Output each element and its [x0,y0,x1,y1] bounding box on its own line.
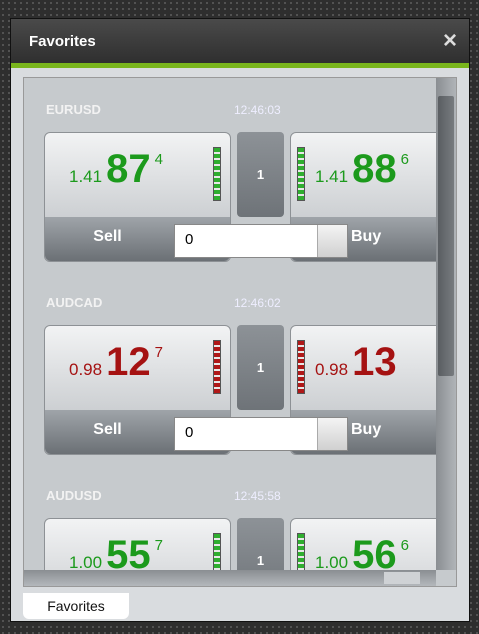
window-title: Favorites [29,33,96,50]
time: 12:45:58 [234,489,281,503]
spread: 1 [237,132,284,217]
price-small: 4 [154,151,163,168]
time: 12:46:02 [234,296,281,310]
price-big: 87 [106,147,151,191]
price-big: 55 [106,533,151,570]
pair-block: AUDCAD 12:46:02 0.98 12 7 Sell 1 0.98 13 Buy 0 [24,271,436,464]
tick-indicator [213,340,221,394]
spread: 1 [237,518,284,570]
price-prefix: 1.00 [69,553,103,570]
scroll-thumb[interactable] [438,96,454,376]
tick-indicator [297,533,305,570]
symbol: EURUSD [46,102,101,117]
price-big: 88 [352,147,397,191]
price: 1.41 88 6 [315,147,409,192]
pair-block: EURUSD 12:46:03 1.41 87 4 Sell 1 1.41 88 6 Buy 0 [24,78,436,271]
tick-indicator [297,340,305,394]
price-small: 7 [154,537,163,554]
amount-input[interactable]: 0 [174,417,348,451]
favorites-window: Favorites × EURUSD 12:46:03 1.41 87 4 Sell 1 1.… [10,18,470,622]
price: 1.00 55 7 [69,533,163,570]
spread: 1 [237,325,284,410]
price-prefix: 1.41 [69,167,103,186]
spinner[interactable] [317,225,347,257]
tick-indicator [213,533,221,570]
time: 12:46:03 [234,103,281,117]
price-prefix: 1.00 [315,553,349,570]
spinner[interactable] [317,418,347,450]
tab[interactable]: Favorites [23,593,129,619]
close-button[interactable]: × [442,27,457,54]
tick-indicator [213,147,221,201]
price-prefix: 1.41 [315,167,349,186]
price-big: 56 [352,533,397,570]
price-small: 6 [400,151,409,168]
header: Favorites × [11,19,469,63]
price-big: 12 [106,340,151,384]
symbol: AUDCAD [46,295,103,310]
content: EURUSD 12:46:03 1.41 87 4 Sell 1 1.41 88 6 Buy 0 AUD… [23,77,457,587]
price-big: 13 [352,340,397,384]
amount-input[interactable]: 0 [174,224,348,258]
tick-indicator [297,147,305,201]
symbol: AUDUSD [46,488,102,503]
price: 0.98 12 7 [69,340,163,385]
price: 0.98 13 [315,340,397,385]
buy-panel[interactable]: 1.00566Buy [290,518,436,570]
horizontal-scrollbar[interactable] [24,570,436,586]
vertical-scrollbar[interactable] [436,78,456,570]
price-small: 6 [400,537,409,554]
price: 1.00 56 6 [315,533,409,570]
accent-line [11,63,469,68]
price-small: 7 [154,344,163,361]
pairs-list: EURUSD 12:46:03 1.41 87 4 Sell 1 1.41 88 6 Buy 0 AUD… [24,78,436,570]
price-prefix: 0.98 [315,360,349,379]
scroll-thumb[interactable] [384,572,420,584]
price-prefix: 0.98 [69,360,103,379]
sell-panel[interactable]: 1.00557Sell [44,518,231,570]
price: 1.41 87 4 [69,147,163,192]
